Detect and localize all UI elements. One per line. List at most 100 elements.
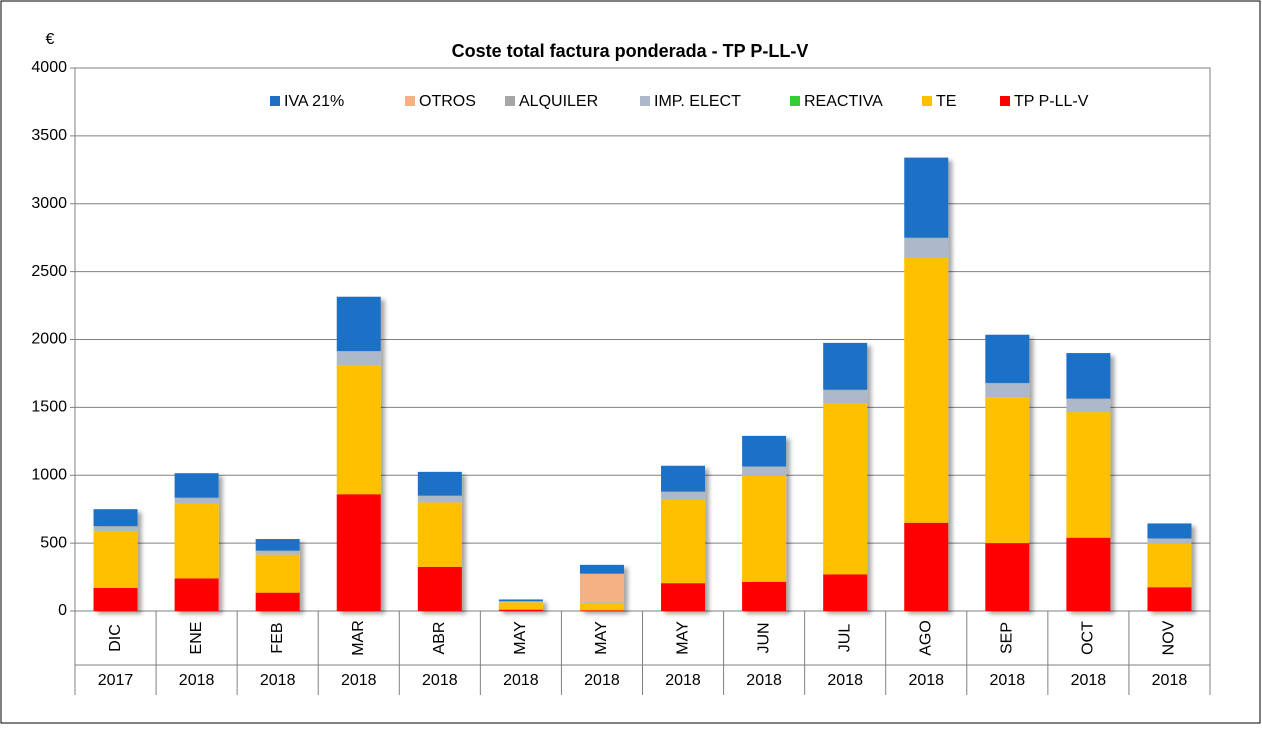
legend-swatch	[505, 96, 515, 106]
bar-segment	[904, 523, 948, 611]
bar-segment	[499, 610, 543, 611]
bar-segment	[418, 567, 462, 611]
bar-segment	[175, 504, 219, 579]
bar-segment	[742, 436, 786, 467]
x-tick-label: AGO	[917, 620, 934, 656]
y-tick-label: 0	[58, 602, 67, 619]
legend-label: REACTIVA	[804, 93, 883, 110]
bar-segment	[985, 335, 1029, 383]
x-group-label: 2018	[341, 672, 377, 689]
bar-segment	[661, 492, 705, 499]
bar-segment	[337, 297, 381, 351]
bar-segment	[1147, 539, 1191, 544]
bar-segment	[904, 238, 948, 258]
x-tick-label: MAR	[350, 620, 367, 656]
bar-segment	[256, 551, 300, 554]
x-tick-label: MAY	[512, 621, 529, 655]
bar-segment	[94, 527, 138, 531]
bar-segment	[175, 473, 219, 497]
y-tick-label: 3000	[31, 195, 67, 212]
x-group-label: 2018	[1071, 672, 1107, 689]
bar-segment	[742, 467, 786, 476]
legend-swatch	[640, 96, 650, 106]
legend-label: IMP. ELECT	[654, 93, 741, 110]
y-axis-label: €	[46, 31, 55, 48]
legend-swatch	[270, 96, 280, 106]
x-tick-label: DIC	[107, 624, 124, 652]
bar-segment	[742, 476, 786, 582]
bar-segment	[580, 565, 624, 574]
x-tick-label: ENE	[188, 622, 205, 655]
x-group-label: 2018	[990, 672, 1026, 689]
bar-segment	[904, 158, 948, 238]
bar-segment	[1147, 523, 1191, 538]
bar-segment	[823, 343, 867, 390]
bar-segment	[904, 258, 948, 523]
bar-segment	[1147, 538, 1191, 539]
x-group-label: 2018	[179, 672, 215, 689]
bar-segment	[499, 602, 543, 609]
bar-segment	[256, 539, 300, 551]
bar-segment	[175, 498, 219, 499]
legend-label: TP P-LL-V	[1014, 93, 1089, 110]
bar-segment	[94, 526, 138, 527]
bar-segment	[499, 601, 543, 602]
bar-segment	[1066, 399, 1110, 400]
x-group-label: 2018	[1152, 672, 1188, 689]
bar-segment	[742, 466, 786, 467]
bar-segment	[661, 500, 705, 583]
legend-label: OTROS	[419, 93, 476, 110]
bar-segment	[985, 384, 1029, 398]
x-tick-label: SEP	[999, 622, 1016, 654]
bar-segment	[823, 403, 867, 574]
bar-segment	[1066, 353, 1110, 398]
bar-segment	[1066, 412, 1110, 538]
legend-label: IVA 21%	[284, 93, 344, 110]
legend-swatch	[405, 96, 415, 106]
legend-swatch	[922, 96, 932, 106]
bar-segment	[580, 610, 624, 611]
bar-segment	[985, 543, 1029, 611]
x-tick-label: ABR	[431, 622, 448, 655]
bar-segment	[1066, 538, 1110, 611]
bar-segment	[580, 574, 624, 603]
legend-swatch	[790, 96, 800, 106]
legend-label: ALQUILER	[519, 93, 598, 110]
x-group-label: 2018	[422, 672, 458, 689]
bar-segment	[94, 509, 138, 526]
y-tick-label: 2000	[31, 331, 67, 348]
y-tick-label: 1000	[31, 466, 67, 483]
bar-segment	[1147, 587, 1191, 611]
y-tick-label: 1500	[31, 399, 67, 416]
legend-swatch	[1000, 96, 1010, 106]
x-group-label: 2018	[746, 672, 782, 689]
bar-segment	[1066, 399, 1110, 412]
bar-segment	[337, 365, 381, 494]
chart-title: Coste total factura ponderada - TP P-LL-…	[452, 41, 809, 61]
bar-segment	[742, 582, 786, 611]
bar-segment	[256, 593, 300, 611]
bar-segment	[256, 555, 300, 593]
y-tick-label: 2500	[31, 263, 67, 280]
bar-segment	[823, 390, 867, 403]
x-group-label: 2018	[503, 672, 539, 689]
bar-segment	[661, 583, 705, 611]
x-tick-label: JUL	[836, 624, 853, 653]
x-group-label: 2018	[908, 672, 944, 689]
bar-segment	[418, 496, 462, 497]
x-group-label: 2018	[584, 672, 620, 689]
x-tick-label: MAY	[593, 621, 610, 655]
x-tick-label: NOV	[1161, 620, 1178, 655]
legend-label: TE	[936, 93, 956, 110]
x-tick-label: MAY	[674, 621, 691, 655]
bar-segment	[94, 588, 138, 611]
y-tick-label: 3500	[31, 127, 67, 144]
bar-segment	[256, 551, 300, 552]
bar-segment	[418, 502, 462, 566]
x-tick-label: JUN	[755, 622, 772, 653]
bar-segment	[661, 492, 705, 493]
bar-segment	[418, 496, 462, 502]
y-tick-label: 4000	[31, 59, 67, 76]
bar-segment	[337, 351, 381, 352]
